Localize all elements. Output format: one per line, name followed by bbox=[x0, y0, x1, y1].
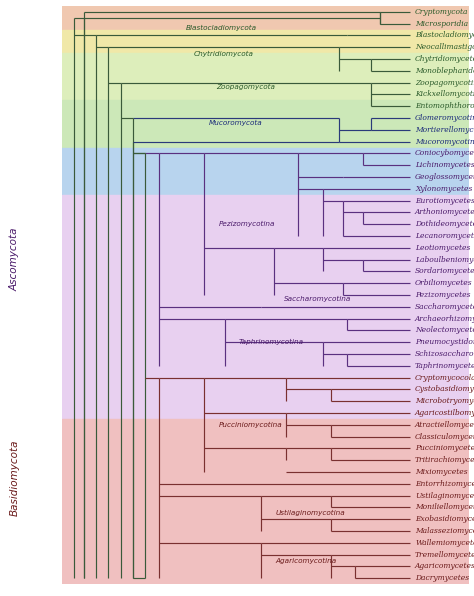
Bar bbox=[62, 6, 469, 30]
Text: Mortierellomycotina: Mortierellomycotina bbox=[415, 126, 474, 134]
Text: Monoblepharidomycetes: Monoblepharidomycetes bbox=[415, 67, 474, 75]
Text: Saccharomycotina: Saccharomycotina bbox=[284, 296, 351, 302]
Text: Lecanoromycetes: Lecanoromycetes bbox=[415, 232, 474, 240]
Text: Zoopagomycota: Zoopagomycota bbox=[217, 84, 275, 91]
Text: Neocallimastigomycetes: Neocallimastigomycetes bbox=[415, 44, 474, 51]
Text: Basidiomycota: Basidiomycota bbox=[10, 440, 20, 516]
Text: Atractiellomycetes: Atractiellomycetes bbox=[415, 421, 474, 429]
Text: Ascomycota: Ascomycota bbox=[10, 228, 20, 291]
Text: Mixiomycetes: Mixiomycetes bbox=[415, 468, 468, 476]
Text: Ustilaginomycetes: Ustilaginomycetes bbox=[415, 492, 474, 499]
Bar bbox=[62, 100, 469, 148]
Text: Agaricostilbomycetes: Agaricostilbomycetes bbox=[415, 409, 474, 417]
Text: Mucoromycota: Mucoromycota bbox=[209, 120, 263, 126]
Text: Geoglossomycetes: Geoglossomycetes bbox=[415, 173, 474, 181]
Text: Blastocladiomycetes: Blastocladiomycetes bbox=[415, 32, 474, 39]
Text: Taphrinomycetes: Taphrinomycetes bbox=[415, 362, 474, 370]
Bar bbox=[62, 419, 469, 584]
Text: Tritirachiomycetes: Tritirachiomycetes bbox=[415, 456, 474, 464]
Text: Microsporidia: Microsporidia bbox=[415, 20, 468, 27]
Text: Pucciniomycetes: Pucciniomycetes bbox=[415, 445, 474, 452]
Text: Agaricomycetes: Agaricomycetes bbox=[415, 563, 474, 570]
Text: Pezizomycotina: Pezizomycotina bbox=[219, 221, 275, 227]
Text: Orbiliomycetes: Orbiliomycetes bbox=[415, 279, 473, 287]
Text: Lichinomycetes: Lichinomycetes bbox=[415, 162, 474, 169]
Text: Blastocladiomycota: Blastocladiomycota bbox=[186, 25, 257, 32]
Text: Eurotiomycetes: Eurotiomycetes bbox=[415, 197, 474, 204]
Text: Cryptomycota: Cryptomycota bbox=[415, 8, 468, 16]
Text: Sordariomycetes: Sordariomycetes bbox=[415, 268, 474, 275]
Bar bbox=[62, 195, 469, 419]
Bar bbox=[62, 30, 469, 53]
Text: Agaricomycotina: Agaricomycotina bbox=[276, 557, 337, 564]
Text: Ustilaginomycotina: Ustilaginomycotina bbox=[276, 510, 346, 516]
Text: Laboulbeniomycetes: Laboulbeniomycetes bbox=[415, 256, 474, 263]
Text: Chytridiomycetes: Chytridiomycetes bbox=[415, 55, 474, 63]
Text: Glomeromycotina: Glomeromycotina bbox=[415, 114, 474, 122]
Text: Pezizomycetes: Pezizomycetes bbox=[415, 291, 471, 299]
Text: Classiculomycetes: Classiculomycetes bbox=[415, 433, 474, 440]
Text: Malasseziomycetes: Malasseziomycetes bbox=[415, 527, 474, 535]
Text: Saccharomycetes: Saccharomycetes bbox=[415, 303, 474, 311]
Text: Dothideomycetes: Dothideomycetes bbox=[415, 221, 474, 228]
Text: Moniliellomycetes: Moniliellomycetes bbox=[415, 504, 474, 511]
Text: Pneumocystidomycetes: Pneumocystidomycetes bbox=[415, 338, 474, 346]
Text: Schizosaccharomycetes: Schizosaccharomycetes bbox=[415, 350, 474, 358]
Text: Xylonomycetes: Xylonomycetes bbox=[415, 185, 473, 193]
Text: Archaeorhizomycetes: Archaeorhizomycetes bbox=[415, 315, 474, 322]
Text: Microbotryomycetes: Microbotryomycetes bbox=[415, 397, 474, 405]
Text: Arthoniomycetes: Arthoniomycetes bbox=[415, 209, 474, 216]
Text: Tremellomycetes: Tremellomycetes bbox=[415, 551, 474, 558]
Text: Kickxellomycotina: Kickxellomycotina bbox=[415, 91, 474, 98]
Bar bbox=[62, 53, 469, 100]
Text: Cryptomycocolacomycetes: Cryptomycocolacomycetes bbox=[415, 374, 474, 381]
Bar bbox=[62, 148, 469, 195]
Text: Coniocybomycetes: Coniocybomycetes bbox=[415, 150, 474, 157]
Text: Exobasidiomycetes: Exobasidiomycetes bbox=[415, 515, 474, 523]
Text: Wallemiomycetes: Wallemiomycetes bbox=[415, 539, 474, 547]
Text: Mucoromycotina: Mucoromycotina bbox=[415, 138, 474, 145]
Text: Chytridiomycota: Chytridiomycota bbox=[194, 51, 254, 57]
Text: Zoopagomycotina: Zoopagomycotina bbox=[415, 79, 474, 86]
Text: Entomophthoromycotina: Entomophthoromycotina bbox=[415, 103, 474, 110]
Text: Cystobasidiomycetes: Cystobasidiomycetes bbox=[415, 386, 474, 393]
Text: Pucciniomycotina: Pucciniomycotina bbox=[219, 422, 283, 428]
Text: Entorrhizomycetes: Entorrhizomycetes bbox=[415, 480, 474, 488]
Text: Leotiomycetes: Leotiomycetes bbox=[415, 244, 470, 252]
Text: Neolectomycetes: Neolectomycetes bbox=[415, 327, 474, 334]
Text: Dacrymycetes: Dacrymycetes bbox=[415, 574, 469, 582]
Text: Taphrinomycotina: Taphrinomycotina bbox=[239, 339, 304, 345]
